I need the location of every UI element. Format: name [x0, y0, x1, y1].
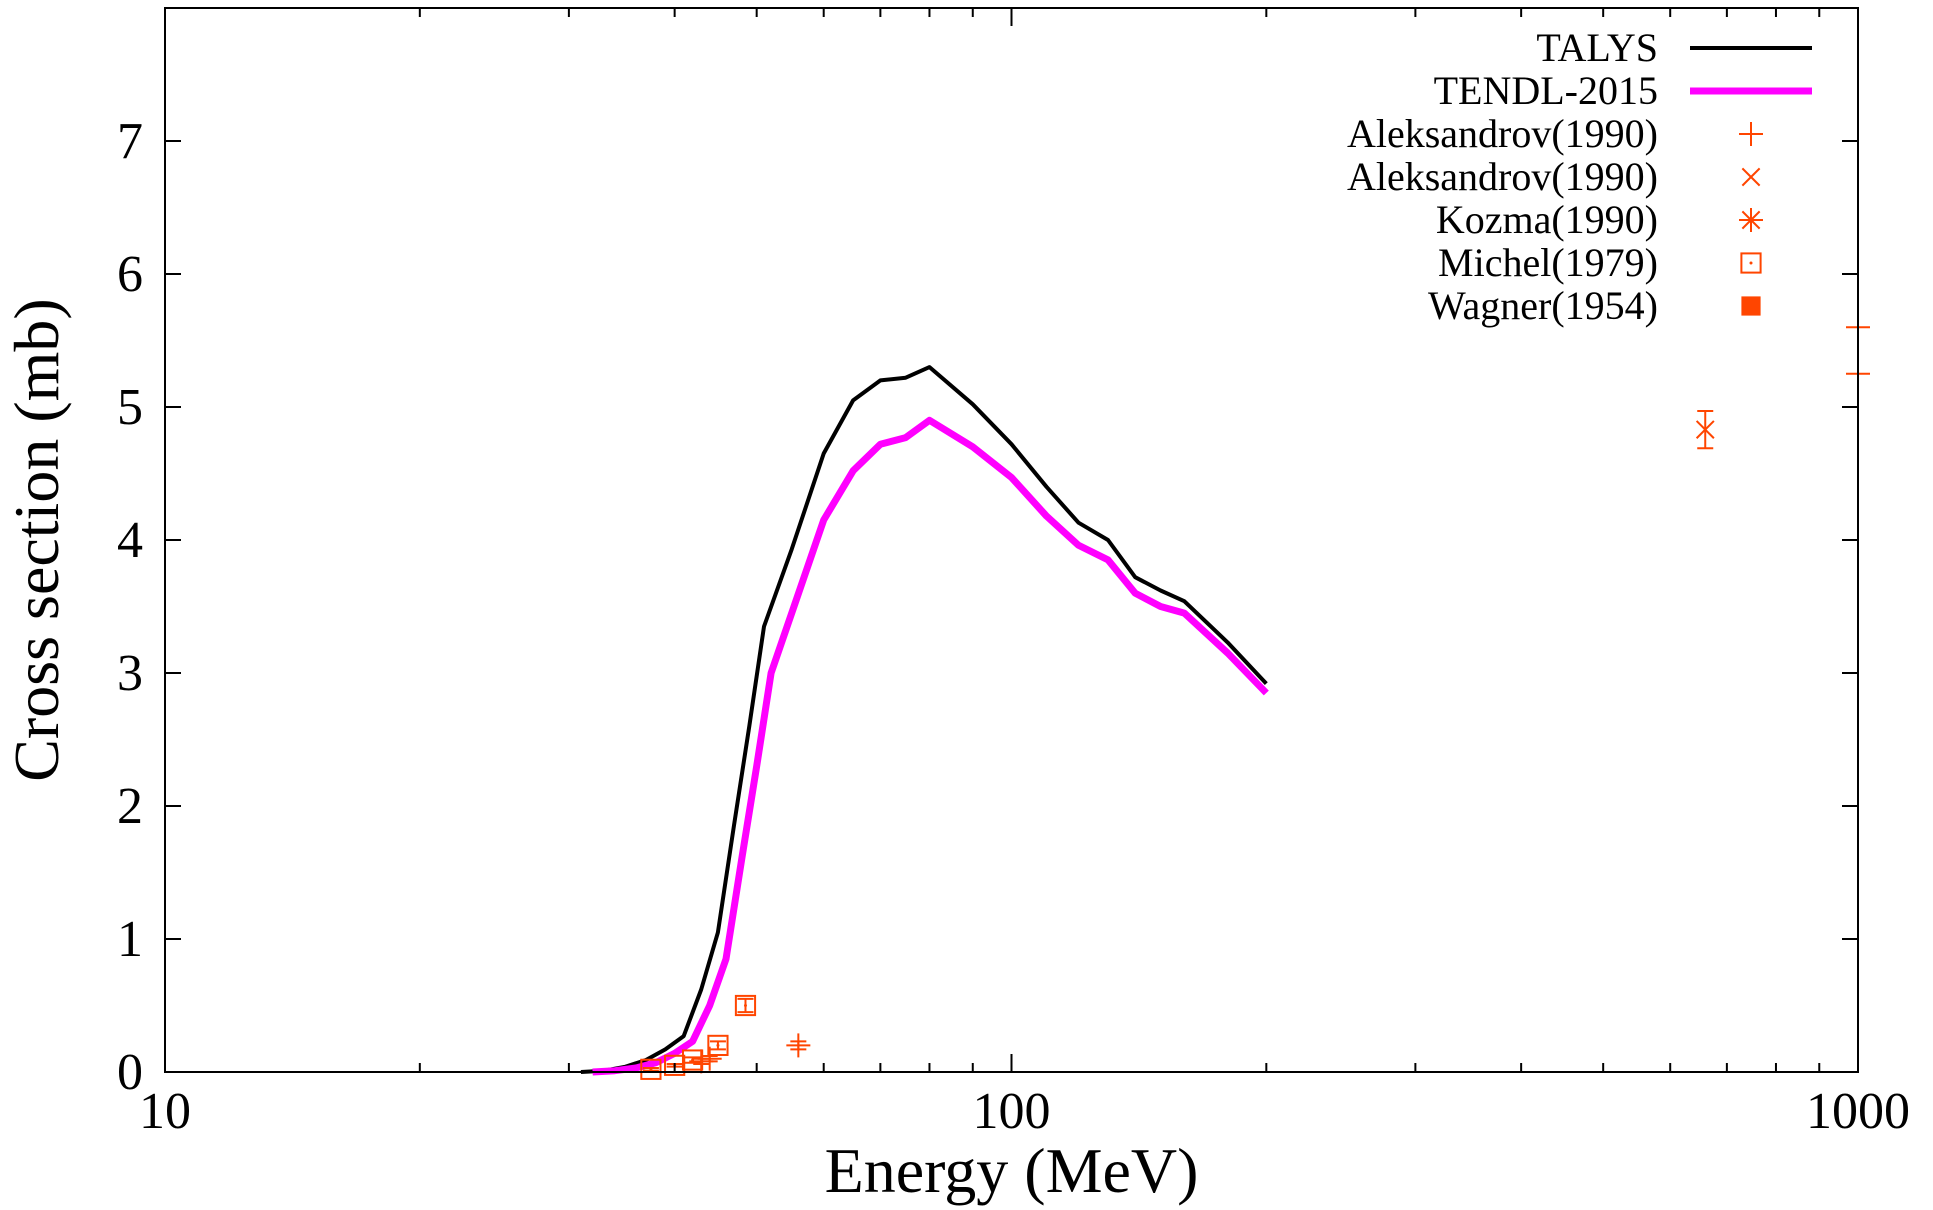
x-tick-label: 1000 — [1806, 1083, 1910, 1140]
legend: TALYSTENDL-2015Aleksandrov(1990)Aleksand… — [1347, 25, 1812, 328]
legend-marker — [1740, 252, 1762, 274]
point-marker — [691, 1058, 695, 1062]
legend-label: Aleksandrov(1990) — [1347, 154, 1658, 199]
y-tick-label: 4 — [117, 512, 143, 569]
x-tick-label: 100 — [973, 1083, 1051, 1140]
y-tick-label: 0 — [117, 1044, 143, 1101]
point-marker — [640, 1058, 662, 1080]
data-point — [734, 994, 757, 1017]
y-tick-label: 5 — [117, 379, 143, 436]
legend-label: Wagner(1954) — [1428, 283, 1658, 328]
legend-label: Aleksandrov(1990) — [1347, 111, 1658, 156]
y-tick-label: 1 — [117, 911, 143, 968]
point-marker — [707, 1034, 729, 1057]
legend-marker — [1741, 296, 1761, 316]
point-marker — [664, 1054, 686, 1076]
y-tick-label: 7 — [117, 113, 143, 170]
legend-label: Michel(1979) — [1438, 240, 1658, 285]
data-point — [786, 1033, 811, 1058]
point-marker — [681, 1049, 704, 1071]
y-axis-title: Cross section (mb) — [1, 298, 72, 782]
series-line — [592, 416, 1269, 1076]
legend-label: Kozma(1990) — [1436, 197, 1658, 242]
point-marker — [649, 1067, 653, 1071]
legend-label: TALYS — [1536, 25, 1658, 70]
data-point — [640, 1058, 662, 1080]
point-marker — [716, 1043, 720, 1047]
data-point — [1695, 409, 1715, 450]
legend-swatch — [1739, 208, 1763, 232]
y-tick-label: 3 — [117, 645, 143, 702]
axes: 0 1 2 3 4 5 6 7 10 100 1000 — [117, 8, 1910, 1140]
legend-swatch — [1741, 167, 1761, 187]
plot-area — [580, 315, 1870, 1080]
legend-marker — [1741, 167, 1761, 187]
series-line — [580, 365, 1268, 1074]
y-tick-label: 6 — [117, 246, 143, 303]
legend-label: TENDL-2015 — [1434, 68, 1658, 113]
x-tick-label: 10 — [139, 1083, 191, 1140]
legend-marker — [1749, 261, 1753, 265]
point-marker — [1695, 420, 1715, 439]
y-tick-label: 2 — [117, 778, 143, 835]
series-3 — [1695, 409, 1715, 450]
data-point — [707, 1034, 729, 1057]
point-marker — [743, 1004, 747, 1007]
x-axis-title: Energy (MeV) — [825, 1135, 1199, 1206]
legend-swatch — [1739, 122, 1763, 146]
series-0 — [580, 365, 1268, 1074]
data-point — [681, 1049, 704, 1071]
legend-swatch — [1741, 296, 1761, 316]
legend-marker — [1741, 210, 1761, 230]
legend-swatch — [1740, 252, 1762, 274]
series-1 — [592, 416, 1269, 1076]
series-5 — [640, 994, 757, 1080]
point-marker — [734, 994, 757, 1017]
